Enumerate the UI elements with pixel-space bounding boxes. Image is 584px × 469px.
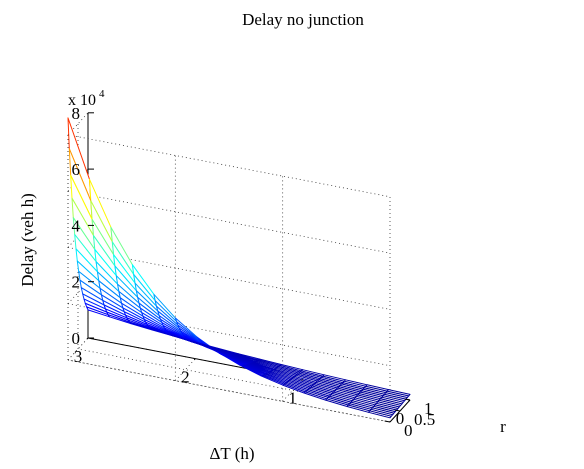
x-tick-label: 1	[288, 388, 297, 407]
surface-mesh	[67, 117, 411, 419]
x-tick-mark	[301, 378, 304, 381]
z-tick-label: 8	[72, 104, 81, 123]
r-tick-label: 0	[404, 421, 413, 440]
r-tick-mark	[394, 409, 401, 412]
r-tick-mark	[404, 398, 411, 401]
grid-line-floor-x	[175, 358, 196, 381]
y-axis-label: r	[500, 417, 506, 436]
z-axis-label: Delay (veh h)	[18, 193, 37, 286]
surface-cell	[386, 389, 411, 397]
x-tick-mark	[193, 358, 196, 361]
z-tick-label: 2	[72, 273, 81, 292]
z-tick-label: 4	[72, 216, 81, 235]
z-multiplier: x 10 4	[68, 88, 105, 109]
grid-line-floor-x	[67, 337, 89, 361]
r-tick-label: 1	[424, 399, 433, 418]
x-tick-mark	[86, 337, 89, 340]
x-tick-label: 0	[396, 409, 405, 428]
x-axis-label: ΔT (h)	[209, 444, 254, 463]
chart-title: Delay no junction	[242, 10, 364, 29]
x-tick-label: 2	[181, 368, 190, 387]
r-tick-label: 0.5	[414, 410, 435, 429]
z-multiplier-base: x 10	[68, 92, 96, 109]
r-tick-mark	[384, 420, 391, 423]
z-tick-label: 6	[72, 160, 81, 179]
axes	[87, 112, 411, 423]
z-multiplier-exponent: 4	[99, 88, 105, 100]
x-tick-label: 3	[74, 347, 83, 366]
grid-line-z	[67, 134, 391, 198]
z-tick-label: 0	[72, 329, 81, 348]
